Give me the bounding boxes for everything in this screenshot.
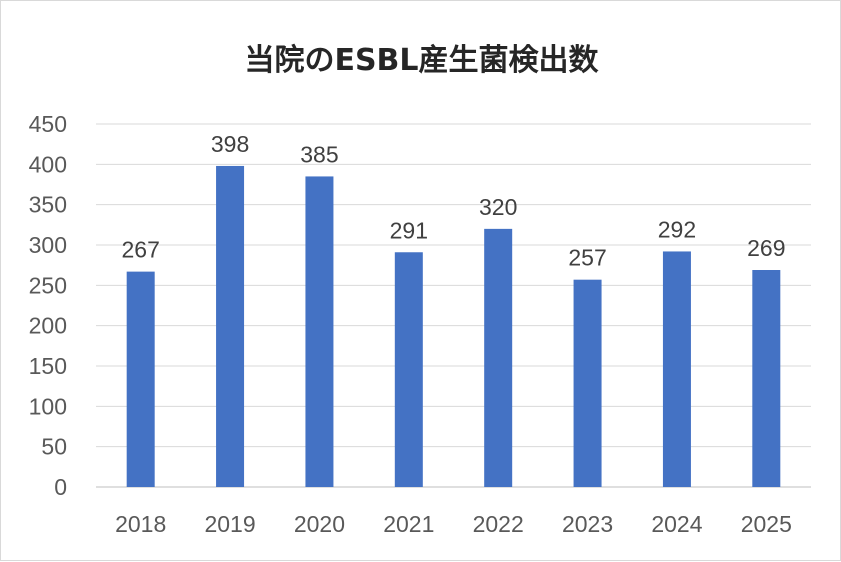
x-tick-label: 2019 [204, 511, 255, 537]
y-tick-label: 50 [41, 434, 67, 460]
bar-2018 [126, 271, 155, 487]
data-label: 257 [568, 245, 606, 271]
data-label: 398 [211, 131, 249, 157]
y-axis-ticks: 0 50 100 150 200 250 300 350 400 450 [29, 111, 67, 500]
gridlines [96, 123, 811, 488]
y-tick-label: 250 [29, 272, 67, 298]
bar-2020 [305, 176, 334, 487]
data-labels: 267 398 385 291 320 257 292 269 [122, 131, 786, 271]
bar-2025 [752, 270, 781, 487]
x-tick-label: 2023 [562, 511, 613, 537]
y-tick-label: 300 [29, 232, 67, 258]
chart-title: 当院のESBL産生菌検出数 [244, 43, 599, 78]
bar-2024 [662, 251, 691, 487]
x-tick-label: 2024 [651, 511, 702, 537]
bar-2023 [573, 279, 602, 487]
bar-2019 [216, 165, 245, 488]
bar-2022 [484, 228, 513, 487]
data-label: 291 [390, 217, 428, 243]
x-tick-label: 2022 [473, 511, 524, 537]
data-label: 385 [300, 141, 338, 167]
data-label: 320 [479, 194, 517, 220]
x-tick-label: 2025 [741, 511, 792, 537]
y-tick-label: 100 [29, 393, 67, 419]
y-tick-label: 200 [29, 313, 67, 339]
y-tick-label: 0 [54, 474, 67, 500]
data-label: 269 [747, 235, 785, 261]
y-tick-label: 450 [29, 111, 67, 137]
x-tick-label: 2021 [383, 511, 434, 537]
bars [126, 165, 781, 488]
x-axis-ticks: 2018 2019 2020 2021 2022 2023 2024 2025 [115, 511, 792, 537]
y-tick-label: 150 [29, 353, 67, 379]
data-label: 267 [122, 237, 160, 263]
y-tick-label: 400 [29, 151, 67, 177]
bar-2021 [394, 252, 423, 487]
x-tick-label: 2018 [115, 511, 166, 537]
y-tick-label: 350 [29, 192, 67, 218]
x-tick-label: 2020 [294, 511, 345, 537]
data-label: 292 [658, 216, 696, 242]
